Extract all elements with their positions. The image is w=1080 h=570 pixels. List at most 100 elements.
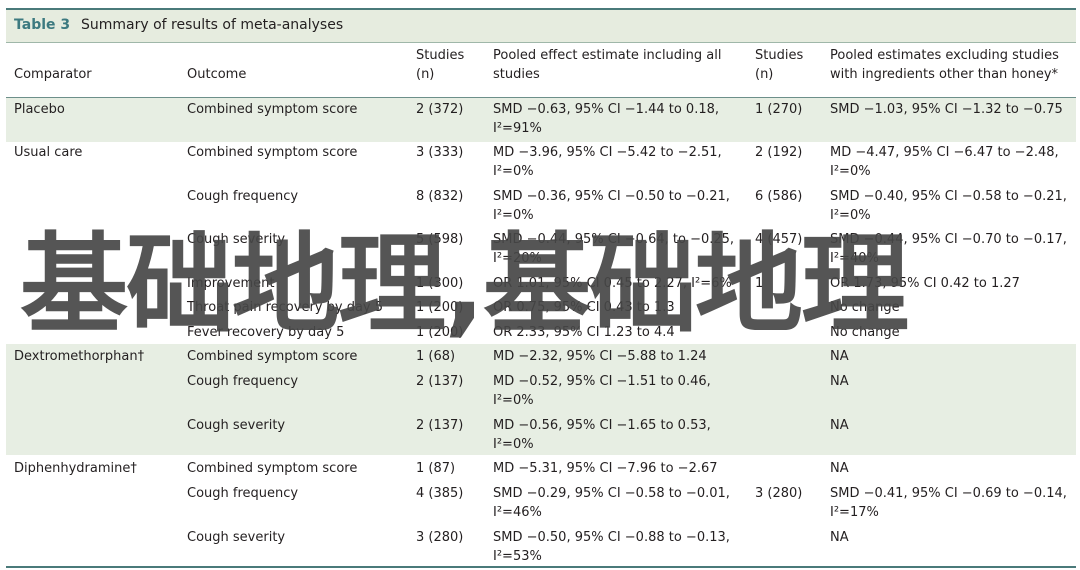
estimate-line: OR 2.33, 95% CI 1.23 to 4.4 xyxy=(493,325,675,340)
outcome-cell: Fever recovery by day 5 xyxy=(187,325,345,340)
heterogeneity-line: I²=46% xyxy=(493,505,542,520)
estimate-line: No change xyxy=(830,300,900,315)
estimate-line: OR 1.01, 95% CI 0.45 to 2.27, I²=6% xyxy=(493,276,732,291)
pooled-all-cell: SMD −0.36, 95% CI −0.50 to −0.21, I²=0% xyxy=(493,187,730,225)
estimate-line: SMD −0.40, 95% CI −0.58 to −0.21, xyxy=(830,189,1067,204)
studies-cell: 2 (137) xyxy=(416,418,464,433)
estimate-line: MD −4.47, 95% CI −6.47 to −2.48, xyxy=(830,145,1059,160)
studies-cell: 1 (200) xyxy=(416,325,464,340)
header-studies-excl: Studies (n) xyxy=(755,46,803,84)
outcome-cell: Combined symptom score xyxy=(187,461,358,476)
outcome-cell: Combined symptom score xyxy=(187,102,358,117)
studies-cell: 1 (87) xyxy=(416,461,456,476)
studies-cell: 5 (598) xyxy=(416,232,464,247)
estimate-line: MD −2.32, 95% CI −5.88 to 1.24 xyxy=(493,349,707,364)
estimate-line: SMD −1.03, 95% CI −1.32 to −0.75 xyxy=(830,102,1063,117)
estimate-line: SMD −0.29, 95% CI −0.58 to −0.01, xyxy=(493,486,730,501)
pooled-all-cell: MD −2.32, 95% CI −5.88 to 1.24 xyxy=(493,347,707,366)
comparator-cell: Dextromethorphan† xyxy=(14,349,145,364)
pooled-excl-cell: NA xyxy=(830,372,849,391)
pooled-excl-cell: SMD −0.40, 95% CI −0.58 to −0.21, I²=0% xyxy=(830,187,1067,225)
studies-cell: 2 (372) xyxy=(416,102,464,117)
studies-excl-cell: 1 (270) xyxy=(755,102,803,117)
estimate-line: NA xyxy=(830,461,849,476)
studies-excl-cell: 6 (586) xyxy=(755,189,803,204)
pooled-all-cell: OR 2.33, 95% CI 1.23 to 4.4 xyxy=(493,323,675,342)
pooled-all-cell: SMD −0.63, 95% CI −1.44 to 0.18, I²=91% xyxy=(493,100,719,138)
heterogeneity-line: I²=0% xyxy=(493,393,534,408)
comparator-cell: Diphenhydramine† xyxy=(14,461,137,476)
pooled-excl-cell: SMD −0.44, 95% CI −0.70 to −0.17, I²=40% xyxy=(830,230,1067,268)
estimate-line: SMD −0.50, 95% CI −0.88 to −0.13, xyxy=(493,530,730,545)
table-number: Table 3 xyxy=(14,17,71,33)
estimate-line: NA xyxy=(830,418,849,433)
heterogeneity-line: I²=17% xyxy=(830,505,879,520)
pooled-excl-cell: NA xyxy=(830,528,849,547)
pooled-excl-cell: NA xyxy=(830,459,849,478)
estimate-line: MD −0.56, 95% CI −1.65 to 0.53, xyxy=(493,418,711,433)
pooled-excl-cell: MD −4.47, 95% CI −6.47 to −2.48, I²=0% xyxy=(830,143,1059,181)
heterogeneity-line: I²=0% xyxy=(830,164,871,179)
studies-excl-cell: 3 (280) xyxy=(755,486,803,501)
table-title: Summary of results of meta-analyses xyxy=(81,17,344,33)
header-studies-excl-line1: Studies xyxy=(755,48,804,63)
pooled-all-cell: MD −0.56, 95% CI −1.65 to 0.53, I²=0% xyxy=(493,416,711,454)
pooled-all-cell: SMD −0.44, 95% CI −0.64, to −0.25, I²=20% xyxy=(493,230,734,268)
studies-cell: 1 (68) xyxy=(416,349,456,364)
heterogeneity-line: I²=0% xyxy=(493,164,534,179)
estimate-line: SMD −0.36, 95% CI −0.50 to −0.21, xyxy=(493,189,730,204)
pooled-excl-cell: SMD −1.03, 95% CI −1.32 to −0.75 xyxy=(830,100,1063,119)
outcome-cell: Combined symptom score xyxy=(187,349,358,364)
heterogeneity-line: I²=0% xyxy=(493,208,534,223)
heterogeneity-line: I²=91% xyxy=(493,121,542,136)
header-comparator: Comparator xyxy=(14,67,92,82)
table-frame: Table 3 Summary of results of meta-analy… xyxy=(6,8,1076,568)
studies-cell: 1 (300) xyxy=(416,276,464,291)
comparator-cell: Placebo xyxy=(14,102,65,117)
estimate-line: OR 0.75, 95% CI 0.43 to 1.3 xyxy=(493,300,675,315)
studies-excl-cell: 2 (192) xyxy=(755,145,803,160)
header-pooled-all-line1: Pooled effect estimate including all xyxy=(493,48,722,63)
outcome-cell: Cough severity xyxy=(187,530,286,545)
band-placebo xyxy=(6,98,1076,142)
studies-cell: 3 (280) xyxy=(416,530,464,545)
header-studies: Studies (n) xyxy=(416,46,464,84)
pooled-excl-cell: NA xyxy=(830,347,849,366)
heterogeneity-line: I²=40% xyxy=(830,251,879,266)
header-studies-line2: (n) xyxy=(416,67,435,82)
estimate-line: MD −3.96, 95% CI −5.42 to −2.51, xyxy=(493,145,722,160)
header-outcome: Outcome xyxy=(187,67,247,82)
estimate-line: SMD −0.63, 95% CI −1.44 to 0.18, xyxy=(493,102,720,117)
studies-excl-cell: 4 (457) xyxy=(755,232,803,247)
header-studies-excl-line2: (n) xyxy=(755,67,774,82)
band-dextromethorphan xyxy=(6,344,1076,455)
pooled-all-cell: MD −0.52, 95% CI −1.51 to 0.46, I²=0% xyxy=(493,372,711,410)
pooled-all-cell: SMD −0.29, 95% CI −0.58 to −0.01, I²=46% xyxy=(493,484,730,522)
pooled-excl-cell: OR 1.73, 95% CI 0.42 to 1.27 xyxy=(830,274,1020,293)
estimate-line: MD −5.31, 95% CI −7.96 to −2.67 xyxy=(493,461,718,476)
estimate-line: NA xyxy=(830,349,849,364)
outcome-cell: Cough severity xyxy=(187,232,286,247)
header-pooled-all-line2: studies xyxy=(493,67,540,82)
studies-cell: 3 (333) xyxy=(416,145,464,160)
comparator-cell: Usual care xyxy=(14,145,83,160)
outcome-cell: Cough frequency xyxy=(187,486,299,501)
outcome-cell: Throat pain recovery by day 5 xyxy=(187,300,384,315)
outcome-cell: Combined symptom score xyxy=(187,145,358,160)
heterogeneity-line: I²=0% xyxy=(830,208,871,223)
estimate-line: SMD −0.44, 95% CI −0.70 to −0.17, xyxy=(830,232,1067,247)
outcome-cell: Improvement xyxy=(187,276,275,291)
pooled-all-cell: OR 0.75, 95% CI 0.43 to 1.3 xyxy=(493,298,675,317)
heterogeneity-line: I²=20% xyxy=(493,251,542,266)
estimate-line: OR 1.73, 95% CI 0.42 to 1.27 xyxy=(830,276,1020,291)
outcome-cell: Cough severity xyxy=(187,418,286,433)
studies-cell: 1 (200) xyxy=(416,300,464,315)
pooled-excl-cell: SMD −0.41, 95% CI −0.69 to −0.14, I²=17% xyxy=(830,484,1067,522)
pooled-excl-cell: No change xyxy=(830,298,900,317)
estimate-line: SMD −0.41, 95% CI −0.69 to −0.14, xyxy=(830,486,1067,501)
studies-cell: 2 (137) xyxy=(416,374,464,389)
estimate-line: SMD −0.44, 95% CI −0.64, to −0.25, xyxy=(493,232,735,247)
estimate-line: MD −0.52, 95% CI −1.51 to 0.46, xyxy=(493,374,711,389)
table-title-bar: Table 3 Summary of results of meta-analy… xyxy=(6,10,1076,43)
pooled-all-cell: MD −5.31, 95% CI −7.96 to −2.67 xyxy=(493,459,718,478)
